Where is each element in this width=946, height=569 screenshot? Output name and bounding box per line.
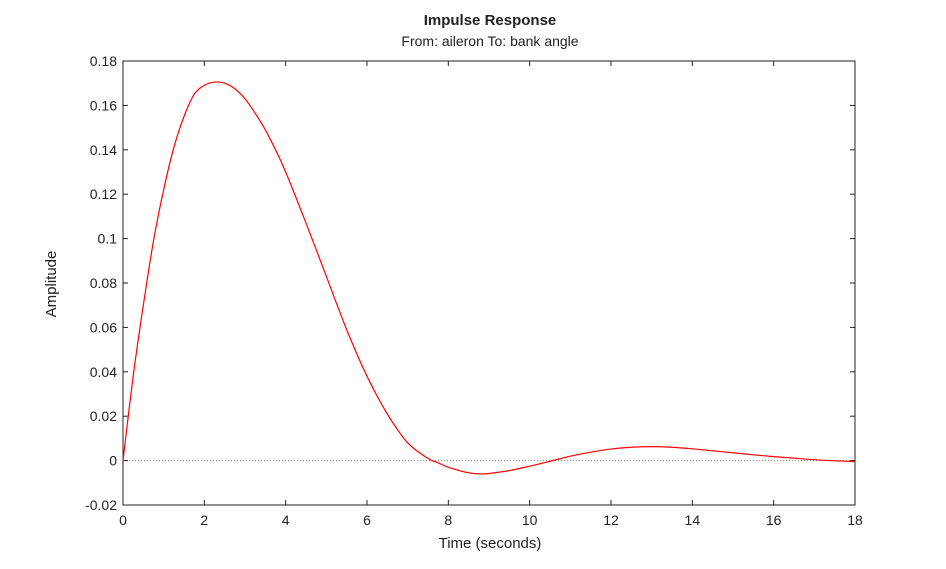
- x-tick-label: 6: [363, 512, 371, 528]
- x-tick-label: 0: [119, 512, 127, 528]
- y-tick-label: 0.14: [90, 142, 117, 158]
- y-tick-label: -0.02: [85, 497, 117, 513]
- x-tick-label: 4: [282, 512, 290, 528]
- chart-subtitle: From: aileron To: bank angle: [401, 33, 578, 49]
- y-tick-label: 0.1: [98, 231, 118, 247]
- plot-area: [122, 60, 856, 506]
- x-tick-label: 18: [847, 512, 863, 528]
- x-tick-label: 2: [200, 512, 208, 528]
- x-axis-label: Time (seconds): [439, 535, 542, 552]
- y-tick-label: 0.08: [90, 275, 117, 291]
- x-tick-label: 14: [685, 512, 701, 528]
- y-tick-label: 0: [109, 453, 117, 469]
- y-tick-label: 0.02: [90, 408, 117, 424]
- y-tick-label: 0.06: [90, 319, 117, 335]
- x-tick-label: 12: [603, 512, 619, 528]
- y-tick-label: 0.12: [90, 186, 117, 202]
- y-axis-ticks: -0.02 0 0.02 0.04 0.06 0.08 0.1 0.12 0.14 0.16 0.1…: [85, 53, 855, 513]
- chart-title: Impulse Response: [424, 12, 557, 29]
- x-tick-label: 10: [522, 512, 538, 528]
- y-axis-label: Amplitude: [43, 251, 60, 318]
- x-tick-label: 16: [766, 512, 782, 528]
- y-tick-label: 0.16: [90, 97, 117, 113]
- y-tick-label: 0.18: [90, 53, 117, 69]
- x-axis-ticks: 0 2 4 6 8 10 12 14 16 18: [119, 61, 863, 528]
- y-tick-label: 0.04: [90, 364, 117, 380]
- series-line-impulse-response: [122, 81, 856, 475]
- x-tick-label: 8: [444, 512, 452, 528]
